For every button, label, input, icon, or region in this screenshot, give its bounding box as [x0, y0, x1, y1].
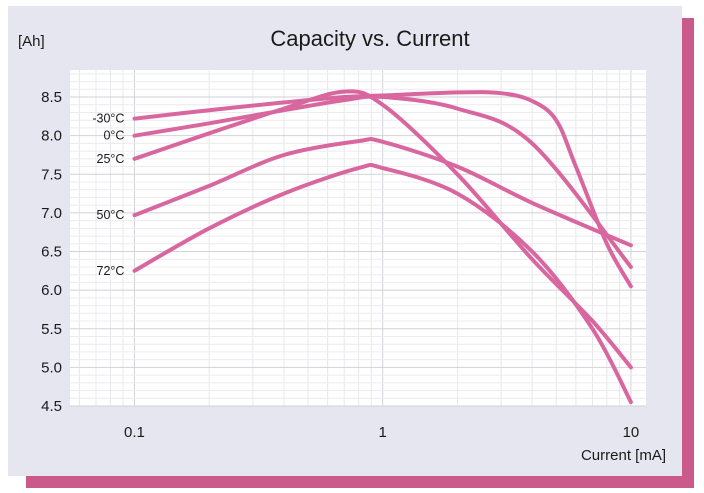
series-label: 25°C [97, 152, 125, 166]
y-tick-label: 8.0 [41, 128, 62, 145]
y-tick-label: 5.0 [41, 359, 62, 376]
series-label: 72°C [97, 264, 125, 278]
y-tick-label: 7.5 [41, 166, 62, 183]
chart-title: Capacity vs. Current [270, 26, 469, 51]
series-label: -30°C [92, 112, 124, 126]
y-tick-label: 6.5 [41, 244, 62, 261]
series-labels: -30°C 0°C 25°C 50°C 72°C [92, 112, 124, 278]
y-axis-title: [Ah] [18, 33, 45, 50]
x-tick-label: 1 [379, 424, 387, 441]
x-axis-title: Current [mA] [581, 447, 666, 464]
y-tick-label: 4.5 [41, 398, 62, 415]
tick-labels: 8.5 8.0 7.5 7.0 6.5 6.0 5.5 5.0 4.5 0.1 1 10 [41, 89, 639, 441]
series-line [132, 94, 633, 269]
x-tick-label: 0.1 [124, 424, 145, 441]
grid [70, 70, 646, 407]
series-label: 50°C [97, 208, 125, 222]
series-label: 0°C [103, 129, 124, 143]
y-tick-label: 6.0 [41, 282, 62, 299]
series-line [132, 90, 633, 289]
plot-area [70, 70, 646, 406]
x-tick-label: 10 [623, 424, 640, 441]
y-tick-label: 8.5 [41, 89, 62, 106]
series-line [132, 137, 633, 248]
y-tick-label: 5.5 [41, 321, 62, 338]
series-lines [132, 89, 633, 405]
series-line [132, 162, 633, 405]
y-tick-label: 7.0 [41, 205, 62, 222]
